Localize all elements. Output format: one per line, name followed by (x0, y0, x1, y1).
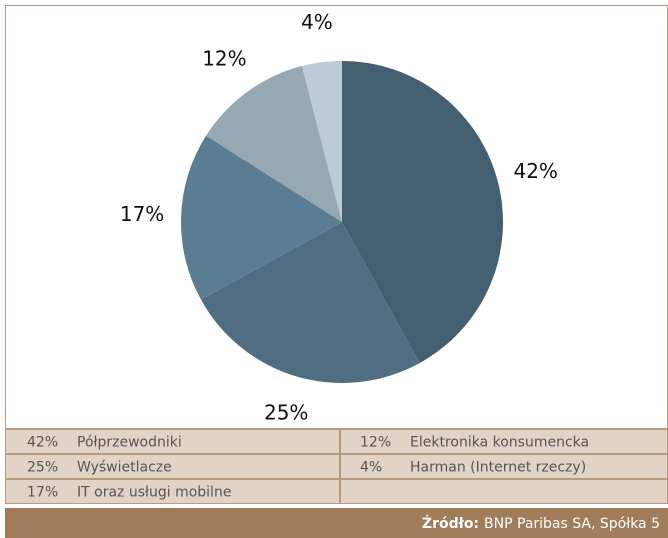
slice (206, 66, 342, 223)
source: Źródło: BNP Paribas SA, Spółka 5 (422, 514, 660, 532)
legend-value: 17% (27, 485, 58, 501)
legend-label: IT oraz usługi mobilne (77, 485, 231, 501)
data-label: 12% (202, 47, 246, 71)
legend-value: 4% (360, 460, 382, 476)
data-label: 17% (120, 202, 164, 226)
slice (342, 61, 503, 364)
slice (181, 135, 342, 300)
legend-label: Harman (Internet rzeczy) (410, 460, 586, 476)
legend-cell (5, 479, 340, 504)
pie: 42% 25% 17% 12% 4% (120, 10, 558, 424)
source-text: BNP Paribas SA, Spółka 5 (484, 516, 660, 532)
legend-value: 42% (27, 435, 58, 451)
legend-label: Elektronika konsumencka (410, 435, 589, 451)
data-label: 4% (301, 10, 333, 34)
source-label: Źródło: (422, 514, 479, 532)
legend-cell (340, 429, 668, 454)
legend-label: Wyświetlacze (77, 460, 172, 476)
legend-value: 25% (27, 460, 58, 476)
footer (5, 508, 668, 538)
legend: 42% Półprzewodniki 25% Wyświetlacze 17% IT or… (5, 429, 668, 504)
legend-value: 12% (360, 435, 391, 451)
legend-cell (5, 454, 340, 479)
data-label: 42% (513, 159, 557, 183)
slice (301, 61, 342, 222)
legend-label: Półprzewodniki (77, 435, 182, 451)
data-label: 25% (264, 401, 308, 425)
slice (200, 222, 420, 383)
legend-cell (5, 429, 340, 454)
legend-cell (340, 479, 668, 504)
